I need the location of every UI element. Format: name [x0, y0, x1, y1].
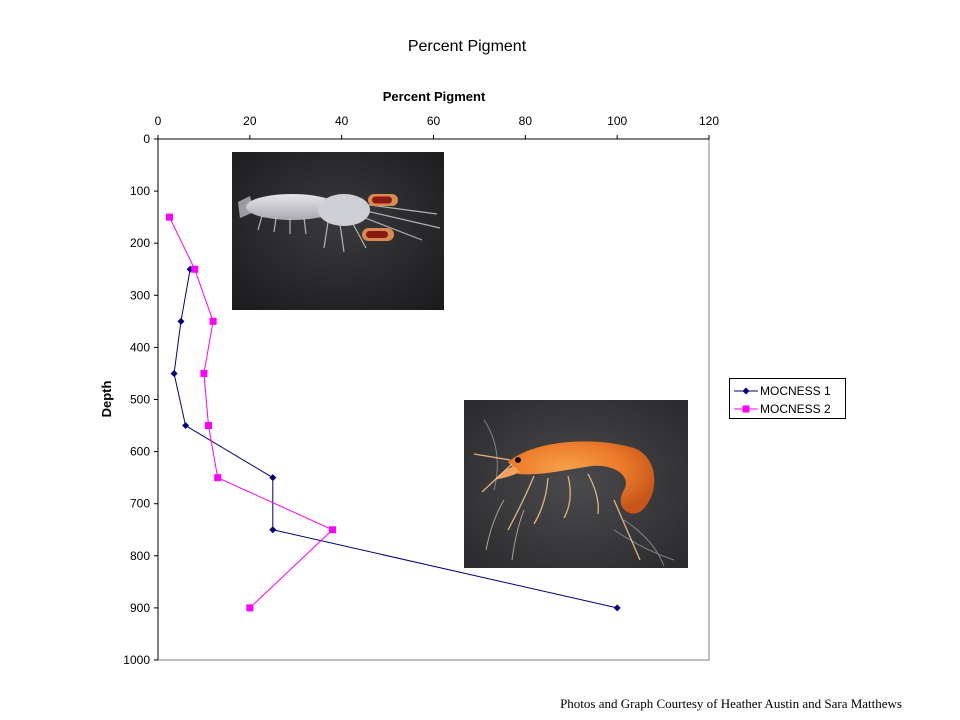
data-point-mocness-2	[246, 604, 254, 612]
chart-legend: MOCNESS 1 MOCNESS 2	[729, 378, 846, 419]
legend-item-mocness-2: MOCNESS 2	[730, 401, 845, 417]
legend-label-mocness-1: MOCNESS 1	[760, 384, 831, 398]
chart-title: Percent Pigment	[383, 89, 486, 104]
y-tick-label: 0	[143, 132, 150, 146]
x-tick-label: 40	[335, 114, 349, 128]
data-point-mocness-2	[209, 317, 217, 325]
data-point-mocness-2	[191, 265, 199, 273]
x-tick-label: 100	[607, 114, 627, 128]
diamond-marker-icon	[734, 387, 758, 395]
data-point-mocness-2	[214, 474, 222, 482]
x-tick-label: 60	[427, 114, 441, 128]
data-point-mocness-1	[177, 317, 185, 325]
data-point-mocness-2	[200, 369, 208, 377]
data-point-mocness-1	[182, 422, 190, 430]
data-point-mocness-1	[170, 369, 178, 377]
data-point-mocness-1	[269, 474, 277, 482]
legend-label-mocness-2: MOCNESS 2	[760, 402, 831, 416]
data-point-mocness-2	[165, 213, 173, 221]
x-tick-label: 80	[519, 114, 533, 128]
y-axis-label: Depth	[99, 381, 114, 418]
data-point-mocness-2	[205, 422, 213, 430]
y-tick-label: 100	[130, 184, 150, 198]
y-tick-label: 300	[130, 288, 150, 302]
orange-shrimp-photo	[464, 400, 688, 568]
data-point-mocness-2	[328, 526, 336, 534]
x-tick-label: 20	[243, 114, 257, 128]
x-tick-label: 120	[699, 114, 719, 128]
data-point-mocness-1	[269, 526, 277, 534]
y-tick-label: 800	[130, 549, 150, 563]
y-tick-label: 400	[130, 340, 150, 354]
photo-credit: Photos and Graph Courtesy of Heather Aus…	[560, 696, 902, 711]
y-tick-label: 700	[130, 497, 150, 511]
y-tick-label: 200	[130, 236, 150, 250]
slide-title: Percent Pigment	[407, 38, 527, 55]
y-tick-label: 900	[130, 601, 150, 615]
y-tick-label: 500	[130, 393, 150, 407]
data-point-mocness-1	[613, 604, 621, 612]
legend-item-mocness-1: MOCNESS 1	[730, 383, 845, 399]
y-tick-label: 600	[130, 445, 150, 459]
x-tick-label: 0	[155, 114, 162, 128]
series-line-2	[169, 216, 334, 609]
square-marker-icon	[734, 405, 758, 413]
y-tick-label: 1000	[123, 653, 150, 667]
translucent-shrimp-photo	[232, 152, 444, 310]
